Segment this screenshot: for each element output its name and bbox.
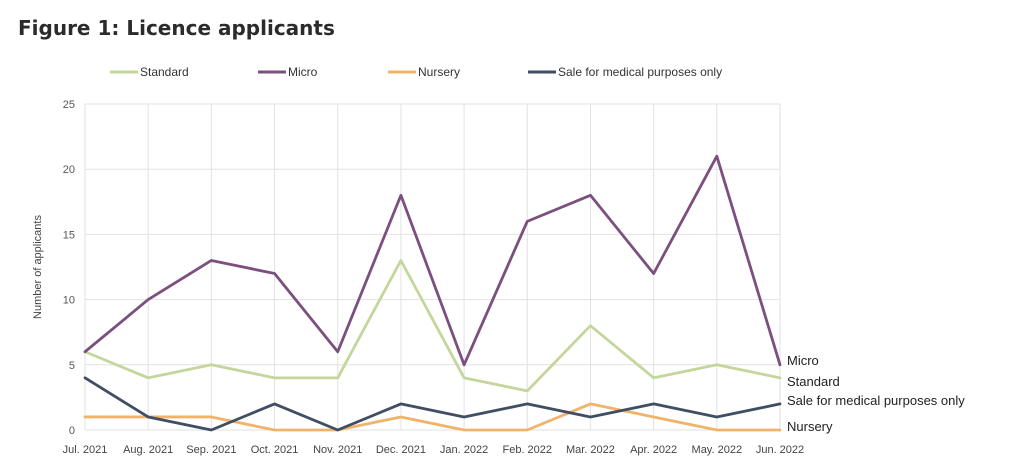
y-tick-label: 5 [69,360,75,372]
series-line [83,402,782,432]
figure-title: Figure 1: Licence applicants [18,16,335,40]
series-line [83,154,782,367]
y-tick-label: 20 [63,164,75,176]
x-tick-label: Sep. 2021 [186,444,236,456]
chart-gridlines [84,103,781,431]
y-axis-ticks: 0 5 10 15 20 25 [63,99,75,437]
x-tick-label: May. 2022 [692,444,743,456]
chart-legend: Standard Micro Nursery Sale for medical pur… [110,65,722,79]
x-axis-ticks: Jul. 2021 Aug. 2021 Sep. 2021 Oct. 2021 Nov.… [63,444,804,456]
series-end-label: Nursery [787,419,833,434]
chart-series [83,154,782,432]
series-end-label: Micro [787,353,819,368]
legend-label: Nursery [418,65,460,79]
x-tick-label: Oct. 2021 [251,444,299,456]
legend-label: Standard [140,65,189,79]
series-line [83,376,782,432]
x-tick-label: Jul. 2021 [63,444,108,456]
series-end-labels: Standard Micro Nursery Sale for medical pur… [787,353,965,434]
x-tick-label: Mar. 2022 [566,444,615,456]
x-tick-label: Jan. 2022 [440,444,488,456]
x-tick-label: Dec. 2021 [376,444,426,456]
x-tick-label: Aug. 2021 [123,444,173,456]
series-end-label: Sale for medical purposes only [787,393,965,408]
series-line [83,259,782,393]
y-tick-label: 25 [63,99,75,111]
legend-label: Micro [288,65,318,79]
x-tick-label: Nov. 2021 [313,444,362,456]
x-tick-label: Jun. 2022 [756,444,804,456]
x-tick-label: Apr. 2022 [630,444,677,456]
y-tick-label: 10 [63,295,75,307]
x-tick-label: Feb. 2022 [502,444,552,456]
series-end-label: Standard [787,374,840,389]
y-tick-label: 15 [63,229,75,241]
y-axis-label: Number of applicants [32,215,44,319]
legend-label: Sale for medical purposes only [558,65,722,79]
y-tick-label: 0 [69,425,75,437]
